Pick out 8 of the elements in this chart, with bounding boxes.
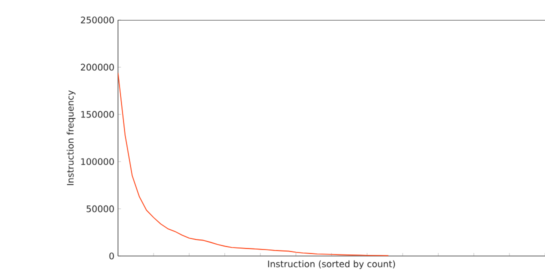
- x-axis-title: Instruction (sorted by count): [268, 260, 395, 270]
- y-axis-title: Instruction frequency: [66, 90, 76, 186]
- y-tick-label: 0: [109, 252, 114, 260]
- y-tick-label: 150000: [81, 111, 114, 118]
- y-tick-label: 200000: [80, 64, 114, 71]
- y-tick-label: 250000: [80, 16, 114, 24]
- y-tick-label: 50000: [86, 205, 114, 212]
- y-tick-label: 100000: [81, 158, 114, 165]
